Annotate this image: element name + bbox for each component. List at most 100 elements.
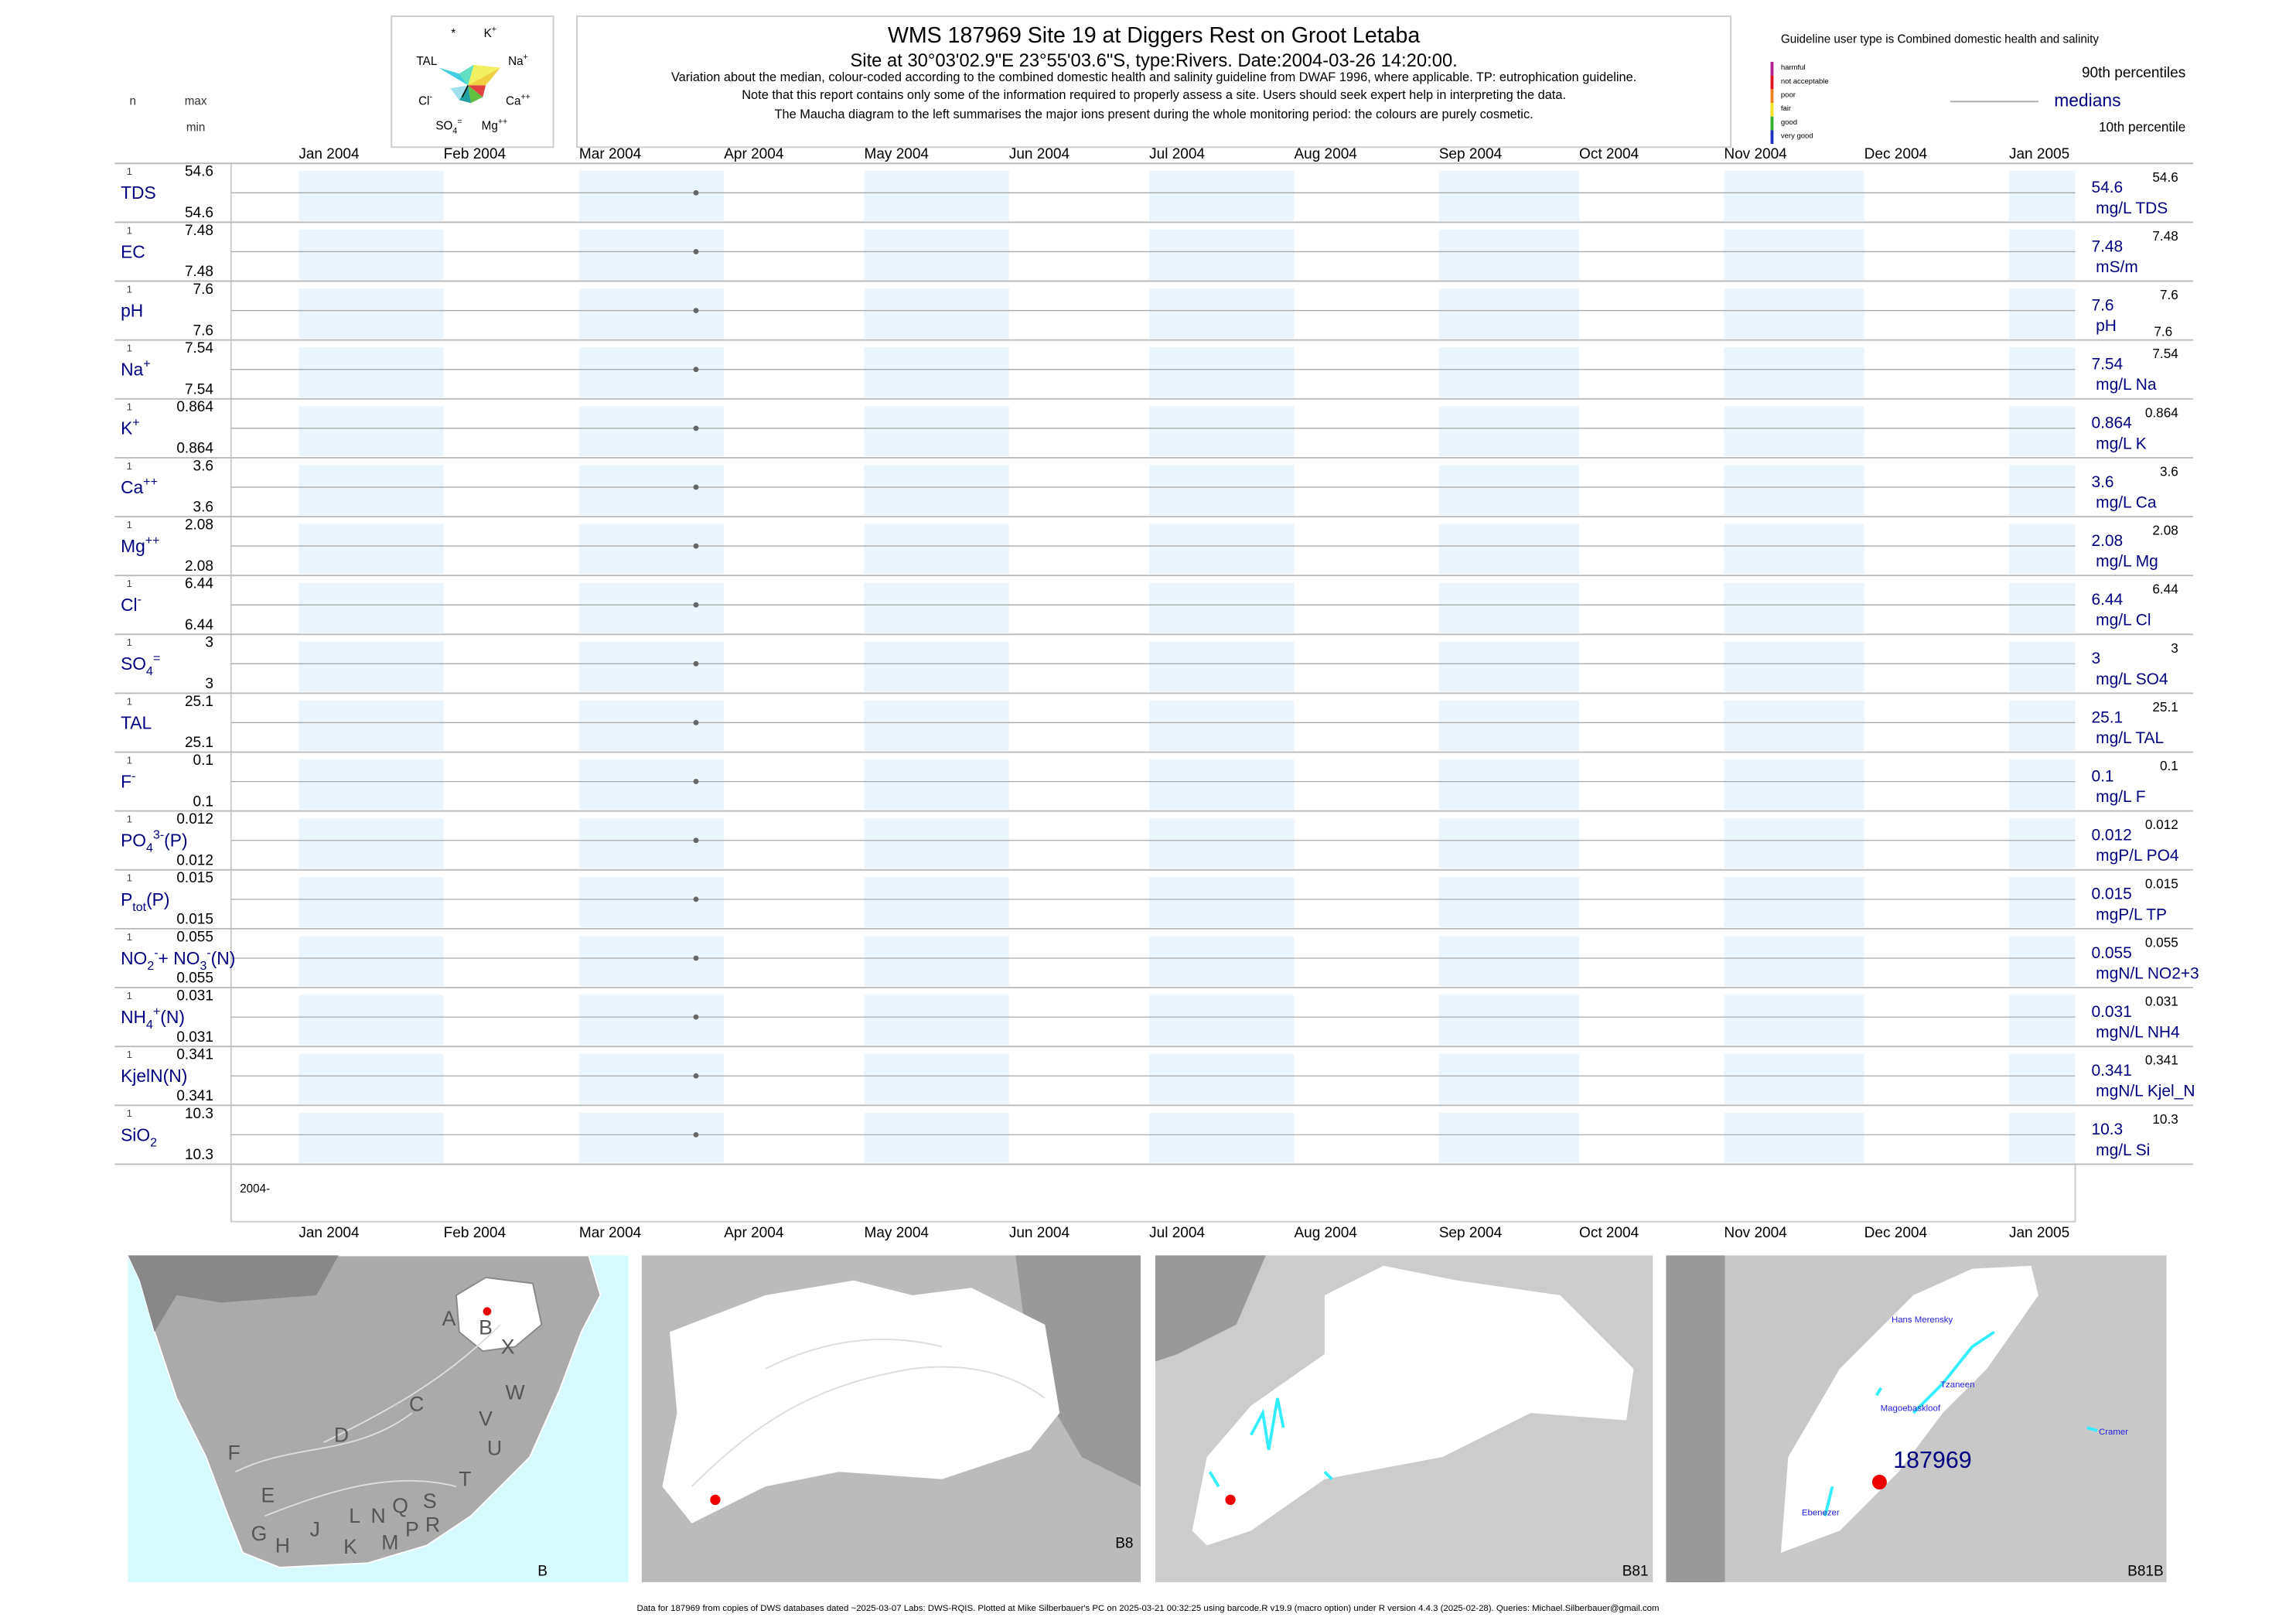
row-min: 0.1	[193, 793, 213, 810]
row-median: 3.6	[2091, 473, 2113, 491]
row-max: 2.08	[185, 517, 213, 533]
month-band	[1438, 818, 1580, 868]
month-band	[1438, 641, 1580, 692]
month-band	[864, 641, 1009, 692]
row-min: 7.6	[193, 322, 213, 339]
map-label: B81B	[2127, 1564, 2164, 1580]
month-band	[299, 406, 444, 456]
month-band	[299, 700, 444, 751]
row-median: 7.6	[2091, 296, 2113, 314]
row-min: 0.015	[176, 912, 213, 928]
row-n: 1	[127, 931, 132, 943]
month-band	[2008, 288, 2076, 339]
legend-p10: 10th percentile	[2099, 120, 2185, 135]
row-max: 0.055	[176, 929, 213, 945]
month-band	[578, 229, 725, 280]
row-min: 10.3	[185, 1147, 213, 1163]
row-unit: mS/m	[2096, 258, 2138, 276]
maucha-wedge	[468, 85, 486, 97]
month-band	[299, 229, 444, 280]
month-band	[1149, 877, 1295, 928]
row-median: 54.6	[2091, 179, 2123, 196]
month-label: Dec 2004	[1864, 1225, 1928, 1241]
row-median: 0.1	[2091, 767, 2113, 785]
map-dams	[1208, 1397, 1333, 1488]
sample-dot	[693, 308, 699, 314]
row-min: 2.08	[185, 558, 213, 575]
row-p90: 25.1	[2152, 700, 2178, 715]
maucha-label-part: 4	[452, 126, 457, 135]
month-band	[864, 288, 1009, 339]
maucha-label-part: K	[484, 27, 492, 40]
row-median: 3	[2091, 650, 2100, 667]
maucha-label-part: Cl	[418, 94, 429, 107]
region-label: R	[425, 1513, 440, 1537]
row-label: K+	[121, 416, 140, 438]
row-max: 10.3	[185, 1106, 213, 1122]
row-max: 7.48	[185, 223, 213, 239]
map-catchment	[1780, 1265, 2038, 1553]
row-unit: mg/L Ca	[2096, 493, 2157, 511]
maucha-line	[461, 85, 469, 97]
sample-dot	[693, 955, 699, 961]
row-p90: 0.031	[2145, 995, 2178, 1009]
row-label-part: 4	[146, 665, 153, 678]
row-label: pH	[121, 301, 143, 321]
row-label-part: Ca	[121, 477, 143, 497]
row-n: 1	[127, 343, 132, 354]
row-unit: mg/L TDS	[2096, 200, 2168, 217]
row-n: 1	[127, 695, 132, 707]
row-max: 3.6	[193, 458, 213, 474]
row-n: 1	[127, 814, 132, 825]
sample-dot	[693, 1014, 699, 1020]
maucha-label-part: Na	[508, 55, 524, 68]
month-band	[1438, 347, 1580, 397]
month-band	[1149, 995, 1295, 1046]
month-band	[864, 759, 1009, 810]
row-median: 25.1	[2091, 708, 2123, 726]
row-label-part: -	[154, 947, 158, 960]
month-band	[1724, 995, 1864, 1046]
row-label-part: +	[143, 357, 150, 370]
month-band	[1724, 936, 1864, 987]
month-band	[1724, 524, 1864, 575]
month-band	[2008, 759, 2076, 810]
guideline-class: fair	[1781, 104, 1791, 113]
row-max: 3	[205, 635, 213, 651]
region-label: F	[227, 1441, 240, 1464]
month-band	[2008, 229, 2076, 280]
row-n: 1	[127, 519, 132, 531]
region-label: K	[343, 1535, 357, 1558]
title-box	[576, 15, 1732, 148]
map-panel	[641, 1255, 1141, 1582]
note: Note that this report contains only some…	[742, 88, 1566, 102]
row-p90: 7.54	[2152, 346, 2178, 361]
month-band	[578, 406, 725, 456]
month-band	[1438, 465, 1580, 516]
month-band	[578, 288, 725, 339]
row-label-part: TAL	[121, 712, 152, 732]
row-label-part: 2	[150, 1136, 157, 1149]
month-band	[1724, 700, 1864, 751]
month-label: Apr 2004	[724, 146, 784, 162]
maucha-label-part: -	[429, 92, 432, 101]
row-unit: mgP/L PO4	[2096, 847, 2179, 865]
place-label: Cramer	[2099, 1428, 2128, 1437]
column-head: n	[129, 94, 135, 107]
month-band	[1149, 406, 1295, 456]
month-band	[1149, 524, 1295, 575]
guideline-class: poor	[1781, 90, 1796, 99]
month-band	[1438, 759, 1580, 810]
month-band	[299, 347, 444, 397]
month-band	[2008, 347, 2076, 397]
row-median: 0.015	[2091, 885, 2131, 903]
row-median: 0.055	[2091, 944, 2131, 962]
month-band	[2008, 641, 2076, 692]
maucha-wedge	[438, 67, 469, 86]
row-median: 7.54	[2091, 356, 2123, 374]
month-label: Nov 2004	[1724, 146, 1787, 162]
row-label-part: 4	[146, 841, 153, 855]
month-band	[1724, 465, 1864, 516]
month-band	[1149, 1053, 1295, 1104]
